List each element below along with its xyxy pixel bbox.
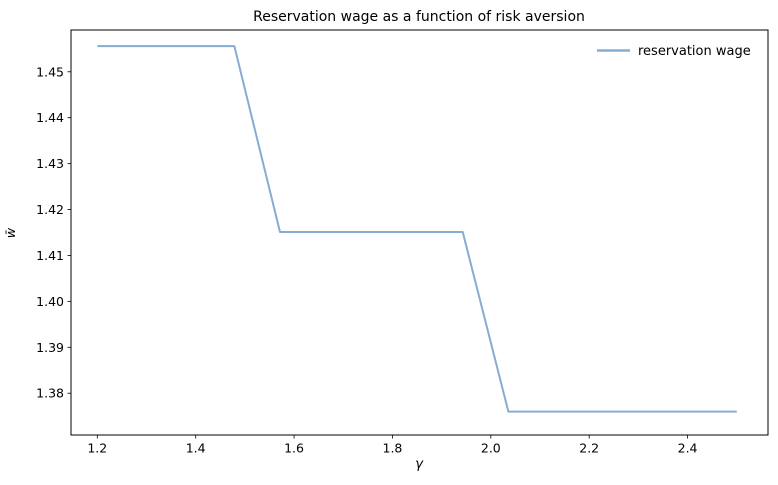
x-tick-label: 2.0 bbox=[481, 441, 501, 456]
y-tick-label: 1.38 bbox=[36, 386, 64, 401]
x-tick-label: 2.2 bbox=[579, 441, 599, 456]
y-tick-label: 1.42 bbox=[36, 202, 64, 217]
x-tick-label: 1.6 bbox=[284, 441, 304, 456]
y-tick-label: 1.44 bbox=[36, 110, 64, 125]
y-tick-label: 1.39 bbox=[36, 340, 64, 355]
plot-area: 1.2 1.4 1.6 1.8 2.0 2.2 2.4 1.38 1.39 1.40 1.41 1.4… bbox=[36, 29, 769, 456]
chart-title: Reservation wage as a function of risk a… bbox=[253, 9, 585, 25]
y-tick-label: 1.43 bbox=[36, 156, 64, 171]
x-axis-label: γ bbox=[415, 456, 424, 472]
legend-label: reservation wage bbox=[638, 44, 751, 59]
reservation-wage-line bbox=[97, 45, 737, 413]
x-tick-label: 2.4 bbox=[678, 441, 698, 456]
x-tick-label: 1.8 bbox=[383, 441, 403, 456]
y-axis-label: w̄ bbox=[3, 227, 18, 238]
legend: reservation wage bbox=[597, 44, 751, 59]
x-tick-label: 1.2 bbox=[87, 441, 107, 456]
y-tick-label: 1.40 bbox=[36, 294, 64, 309]
x-tick-label: 1.4 bbox=[186, 441, 206, 456]
y-tick-label: 1.45 bbox=[36, 64, 64, 79]
axes-frame bbox=[70, 29, 769, 436]
y-tick-label: 1.41 bbox=[36, 248, 64, 263]
